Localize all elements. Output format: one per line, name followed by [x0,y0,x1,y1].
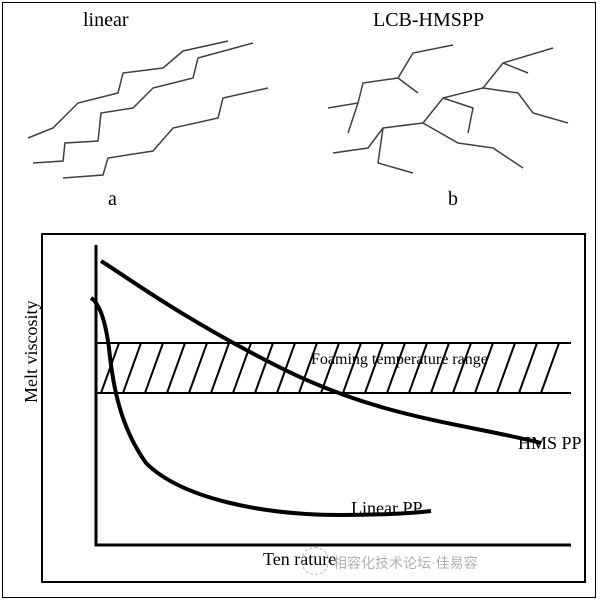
top-diagrams: linear LCB-HMSPP a [3,3,595,223]
linear-chain-sketch [23,33,283,183]
linear-pp-label: Linear PP [351,498,423,519]
viscosity-chart: Melt viscosity [13,233,588,593]
watermark-icon [301,547,329,575]
foaming-band-label: Foaming temperature range [311,351,488,369]
sub-label-a: a [108,188,117,211]
chart-svg [41,233,586,583]
linear-title: linear [83,9,129,32]
watermark-text: 相容化技术论坛·佳易容 [333,553,478,573]
y-axis-label: Melt viscosity [21,301,42,404]
lcb-title: LCB-HMSPP [373,9,484,32]
figure-frame: linear LCB-HMSPP a [2,2,596,598]
branched-chain-sketch [323,33,583,183]
axes [96,245,571,545]
sub-label-b: b [448,188,458,211]
hms-pp-label: HMS PP [518,433,582,454]
